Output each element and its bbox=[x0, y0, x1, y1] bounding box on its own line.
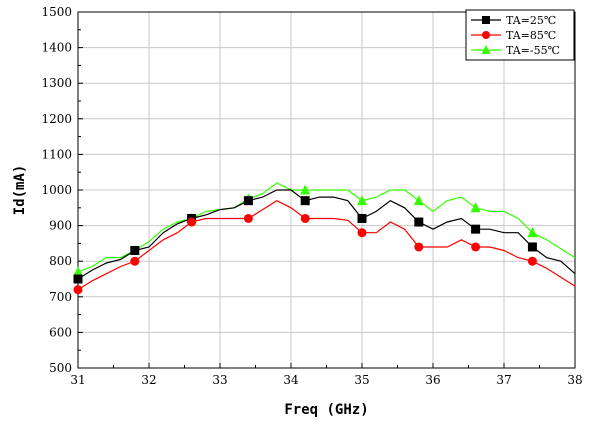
series-line bbox=[77, 200, 576, 291]
x-tick-label: 31 bbox=[70, 373, 85, 387]
series-marker bbox=[130, 246, 140, 256]
series-line bbox=[77, 189, 576, 280]
y-tick-label: 1200 bbox=[41, 112, 72, 126]
legend-marker bbox=[481, 45, 491, 54]
legend-label: TA=85℃ bbox=[506, 29, 556, 42]
x-tick-label: 35 bbox=[354, 373, 369, 387]
y-axis-title: Id(mA) bbox=[12, 165, 28, 216]
legend-item: TA=-55℃ bbox=[471, 44, 560, 57]
series-marker bbox=[300, 196, 310, 206]
series-layer bbox=[73, 182, 576, 295]
series-marker bbox=[470, 202, 481, 213]
series-marker bbox=[187, 217, 197, 227]
series-marker bbox=[357, 228, 367, 238]
series-marker bbox=[471, 224, 481, 234]
series-line bbox=[77, 182, 576, 273]
legend-label: TA=25℃ bbox=[506, 14, 556, 27]
series-marker bbox=[414, 217, 424, 227]
series-marker bbox=[527, 227, 538, 238]
series-1 bbox=[73, 200, 576, 295]
series-marker bbox=[414, 242, 424, 252]
series-marker bbox=[300, 213, 310, 223]
series-marker bbox=[300, 184, 311, 195]
y-tick-label: 1300 bbox=[41, 76, 72, 90]
y-tick-label: 800 bbox=[49, 254, 72, 268]
y-tick-label: 700 bbox=[49, 290, 72, 304]
series-marker bbox=[73, 266, 83, 277]
series-marker bbox=[243, 213, 253, 223]
x-axis-title: Freq (GHz) bbox=[284, 402, 368, 418]
y-tick-label: 900 bbox=[49, 219, 72, 233]
series-marker bbox=[73, 285, 83, 295]
y-tick-label: 500 bbox=[49, 361, 72, 375]
x-tick-label: 37 bbox=[496, 373, 511, 387]
legend-label: TA=-55℃ bbox=[506, 44, 560, 57]
series-marker bbox=[357, 195, 367, 206]
y-tick-label: 600 bbox=[49, 325, 72, 339]
legend-marker bbox=[482, 16, 490, 24]
y-tick-label: 1000 bbox=[41, 183, 72, 197]
grid bbox=[78, 12, 575, 368]
y-tick-label: 1100 bbox=[41, 147, 72, 161]
x-tick-label: 34 bbox=[283, 373, 299, 387]
series-marker bbox=[413, 195, 424, 206]
y-tick-label: 1400 bbox=[41, 41, 72, 55]
series-marker bbox=[527, 242, 537, 252]
legend-item: TA=85℃ bbox=[471, 29, 556, 42]
x-tick-label: 38 bbox=[567, 373, 582, 387]
x-tick-label: 36 bbox=[425, 373, 440, 387]
x-tick-label: 33 bbox=[212, 373, 227, 387]
legend-item: TA=25℃ bbox=[471, 14, 556, 27]
legend-marker bbox=[482, 31, 490, 39]
series-marker bbox=[73, 274, 83, 284]
ticks: 31 32 33 34 35 36 37 38 500 600 700 800 900 1000 1100 1… bbox=[41, 5, 582, 387]
series-marker bbox=[243, 196, 253, 206]
x-tick-label: 32 bbox=[141, 373, 156, 387]
legend: TA=25℃ TA=85℃ TA=-55℃ bbox=[465, 9, 575, 61]
series-marker bbox=[357, 213, 367, 223]
series-marker bbox=[527, 256, 537, 266]
series-marker bbox=[471, 242, 481, 252]
y-tick-label: 1500 bbox=[41, 5, 72, 19]
series-marker bbox=[130, 256, 140, 266]
